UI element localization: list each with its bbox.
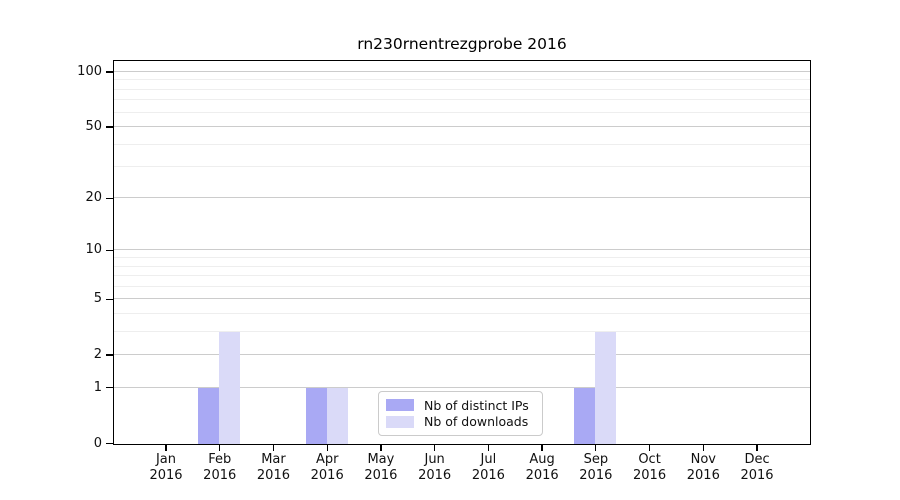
y-tick-label: 10 — [85, 242, 102, 258]
x-tick-label: May 2016 — [349, 452, 413, 483]
x-tick-month: Apr — [315, 452, 339, 467]
y-tick-mark — [106, 442, 114, 445]
legend-item: Nb of downloads — [386, 414, 536, 429]
y-tick-mark — [106, 71, 114, 73]
y-tick-label: 1 — [93, 379, 102, 395]
x-tick-mark — [380, 445, 382, 451]
bar-distinct-ips-feb — [198, 388, 220, 444]
legend-item: Nb of distinct IPs — [386, 398, 536, 413]
x-tick-month: Nov — [690, 452, 716, 467]
x-tick-mark — [326, 445, 328, 451]
gridline-minor — [114, 111, 810, 113]
x-tick-mark — [541, 445, 543, 451]
y-tick-mark — [106, 249, 114, 252]
x-tick-month: Feb — [208, 452, 232, 467]
x-tick-year: 2016 — [471, 467, 505, 483]
gridline-minor — [114, 257, 810, 259]
bar-distinct-ips-sep — [574, 388, 596, 444]
y-tick-mark — [106, 354, 114, 356]
x-tick-label: Jan 2016 — [134, 452, 198, 483]
legend-label: Nb of downloads — [424, 414, 529, 430]
x-tick-mark — [434, 445, 436, 451]
y-tick-label: 5 — [93, 291, 102, 307]
x-tick-mark — [487, 445, 490, 451]
y-tick-mark — [106, 197, 114, 200]
plot-area — [113, 60, 811, 445]
x-tick-month: May — [367, 452, 395, 467]
x-tick-mark — [219, 445, 221, 451]
y-tick-label: 20 — [85, 190, 102, 206]
x-tick-year: 2016 — [310, 467, 344, 483]
x-tick-mark — [702, 445, 704, 451]
gridline-minor — [114, 275, 810, 277]
bar-distinct-ips-apr — [305, 388, 327, 444]
gridline-minor — [114, 166, 810, 168]
chart-title: rn230rnentrezgprobe 2016 — [357, 35, 567, 53]
x-tick-year: 2016 — [686, 467, 720, 483]
gridline-minor — [114, 285, 810, 287]
gridline-minor — [114, 99, 810, 101]
legend-label: Nb of distinct IPs — [424, 397, 529, 413]
x-tick-mark — [648, 445, 651, 451]
y-tick-mark — [106, 126, 114, 128]
x-tick-mark — [756, 445, 758, 451]
x-tick-year: 2016 — [579, 467, 613, 483]
x-tick-year: 2016 — [418, 467, 452, 483]
x-tick-mark — [165, 445, 167, 451]
y-tick-label: 2 — [93, 347, 102, 363]
y-tick-mark — [106, 298, 114, 300]
x-tick-label: Nov 2016 — [671, 452, 735, 483]
x-tick-label: Mar 2016 — [241, 452, 305, 483]
gridline-minor — [114, 265, 810, 267]
x-tick-label: Jun 2016 — [403, 452, 467, 483]
x-tick-month: Aug — [529, 452, 555, 467]
gridline-major — [114, 125, 810, 127]
x-tick-month: Mar — [261, 452, 286, 467]
gridline-major — [114, 386, 810, 388]
gridline-minor — [114, 312, 810, 314]
x-tick-month: Jan — [155, 452, 177, 467]
x-tick-month: Jun — [424, 452, 445, 467]
legend-swatch — [386, 399, 414, 412]
x-tick-mark — [595, 445, 597, 451]
x-tick-label: Jul 2016 — [456, 452, 520, 483]
x-tick-label: Aug 2016 — [510, 452, 574, 483]
gridline-major — [114, 354, 810, 356]
x-tick-month: Sep — [583, 452, 609, 467]
x-tick-month: Dec — [744, 452, 770, 467]
bar-downloads-sep — [595, 332, 617, 444]
x-tick-label: Feb 2016 — [188, 452, 252, 483]
y-tick-label: 0 — [93, 435, 102, 451]
x-tick-year: 2016 — [256, 467, 290, 483]
gridline-major — [114, 70, 810, 72]
x-tick-label: Apr 2016 — [295, 452, 359, 483]
y-tick-mark — [106, 387, 114, 389]
gridline-major — [114, 249, 810, 251]
gridline-minor — [114, 88, 810, 90]
gridline-major — [114, 298, 810, 300]
gridline-minor — [114, 79, 810, 81]
x-tick-mark — [272, 445, 275, 451]
bar-downloads-apr — [326, 388, 348, 444]
gridline-minor — [114, 143, 810, 145]
gridline-major — [114, 197, 810, 199]
bar-downloads-feb — [219, 332, 241, 444]
x-tick-month: Oct — [638, 452, 661, 467]
legend: Nb of distinct IPs Nb of downloads — [378, 391, 543, 436]
x-tick-month: Jul — [480, 452, 497, 467]
x-tick-year: 2016 — [149, 467, 183, 483]
x-tick-year: 2016 — [525, 467, 559, 483]
x-tick-year: 2016 — [740, 467, 774, 483]
x-tick-year: 2016 — [633, 467, 667, 483]
x-tick-year: 2016 — [203, 467, 237, 483]
x-tick-year: 2016 — [364, 467, 398, 483]
x-tick-label: Oct 2016 — [618, 452, 682, 483]
gridline-minor — [114, 330, 810, 332]
x-tick-label: Sep 2016 — [564, 452, 628, 483]
y-tick-label: 50 — [85, 118, 102, 134]
x-tick-label: Dec 2016 — [725, 452, 789, 483]
legend-swatch — [386, 415, 414, 428]
y-tick-label: 100 — [77, 63, 102, 79]
